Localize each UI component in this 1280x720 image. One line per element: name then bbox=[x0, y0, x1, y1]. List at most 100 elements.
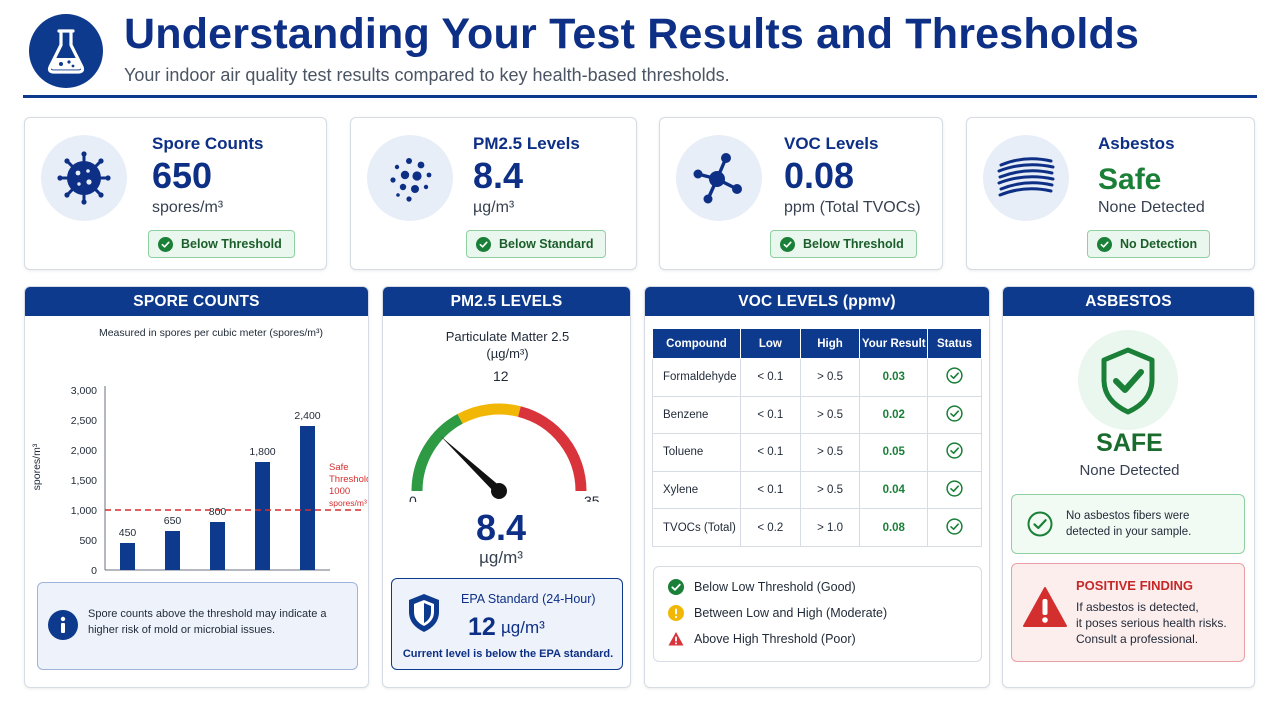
high-threshold-cell: > 0.5 bbox=[799, 470, 861, 510]
y-tick-label: 2,000 bbox=[71, 445, 97, 457]
column-header: Low bbox=[739, 328, 801, 359]
spore-icon bbox=[41, 135, 127, 221]
spore-counts-panel: SPORE COUNTS Measured in spores per cubi… bbox=[24, 286, 369, 688]
y-tick-label: 500 bbox=[79, 535, 97, 547]
bar bbox=[255, 462, 270, 570]
positive-finding-line: Consult a professional. bbox=[1076, 632, 1199, 646]
gauge-needle bbox=[440, 436, 502, 495]
epa-standard-title: EPA Standard (24-Hour) bbox=[461, 592, 596, 606]
asbestos-panel: ASBESTOS SAFE None Detected No asbestos … bbox=[1002, 286, 1255, 688]
positive-finding-line: If asbestos is detected, bbox=[1076, 600, 1199, 614]
page-title: Understanding Your Test Results and Thre… bbox=[124, 10, 1140, 58]
voc-table: Compound Low High Your Result Status For… bbox=[652, 328, 982, 547]
bar bbox=[120, 543, 135, 570]
low-threshold-cell: < 0.1 bbox=[739, 433, 801, 472]
status-badge: Below Threshold bbox=[770, 230, 917, 258]
y-tick-label: 1,000 bbox=[71, 505, 97, 517]
asbestos-note-line: detected in your sample. bbox=[1066, 526, 1192, 538]
bar bbox=[300, 426, 315, 570]
check-circle-icon bbox=[1027, 511, 1053, 542]
y-tick-label: 2,500 bbox=[71, 415, 97, 427]
legend-item-moderate: Between Low and High (Moderate) bbox=[668, 605, 887, 621]
status-badge-label: Below Standard bbox=[499, 237, 594, 251]
check-circle-icon bbox=[946, 480, 963, 497]
compound-cell: Benzene bbox=[652, 395, 741, 435]
shield-icon bbox=[406, 592, 442, 639]
flask-icon bbox=[29, 14, 103, 88]
result-cell: 0.08 bbox=[859, 508, 929, 547]
table-row: Benzene < 0.1 > 0.5 0.02 bbox=[652, 395, 982, 435]
check-circle-icon bbox=[780, 236, 795, 252]
high-threshold-cell: > 0.5 bbox=[799, 395, 861, 435]
gauge-unit: (µg/m³) bbox=[486, 346, 529, 361]
warning-triangle-icon bbox=[668, 631, 684, 647]
warning-triangle-icon bbox=[1022, 586, 1068, 633]
summary-card-spores: Spore Counts 650 spores/m³ Below Thresho… bbox=[24, 117, 327, 270]
bar-data-label: 800 bbox=[209, 506, 227, 518]
high-threshold-cell: > 0.5 bbox=[799, 358, 861, 397]
summary-unit: spores/m³ bbox=[152, 199, 224, 216]
gauge-segment-poor bbox=[517, 406, 587, 492]
result-cell: 0.03 bbox=[859, 358, 929, 397]
panel-heading: SPORE COUNTS bbox=[25, 287, 368, 316]
status-cell bbox=[927, 508, 982, 547]
status-cell bbox=[927, 395, 982, 435]
y-tick-label: 0 bbox=[91, 565, 97, 576]
check-circle-icon bbox=[668, 579, 684, 595]
exclamation-circle-icon bbox=[668, 605, 684, 621]
gauge-label-mid: 12 bbox=[493, 368, 509, 384]
low-threshold-cell: < 0.2 bbox=[739, 508, 801, 547]
summary-label: VOC Levels bbox=[784, 134, 879, 153]
header-divider bbox=[23, 95, 1257, 98]
page-subtitle: Your indoor air quality test results com… bbox=[124, 65, 730, 85]
legend-label: Between Low and High (Moderate) bbox=[694, 606, 888, 620]
summary-value: 650 bbox=[152, 155, 213, 196]
summary-value: 0.08 bbox=[784, 155, 855, 196]
epa-standard-note: Current level is below the EPA standard. bbox=[402, 648, 614, 660]
status-badge: No Detection bbox=[1087, 230, 1211, 258]
threshold-label-line: Threshold bbox=[329, 474, 369, 485]
asbestos-status: SAFE bbox=[1096, 429, 1163, 457]
summary-unit: None Detected bbox=[1098, 199, 1205, 216]
spore-info-box: Spore counts above the threshold may ind… bbox=[37, 582, 358, 670]
summary-unit: ppm (Total TVOCs) bbox=[784, 199, 921, 216]
summary-value: 8.4 bbox=[473, 155, 524, 196]
spore-bar-chart: Measured in spores per cubic meter (spor… bbox=[31, 327, 369, 576]
low-threshold-cell: < 0.1 bbox=[739, 358, 801, 397]
epa-standard-unit: µg/m³ bbox=[501, 618, 545, 637]
fibers-icon bbox=[983, 135, 1069, 221]
asbestos-note-box: No asbestos fibers were detected in your… bbox=[1011, 494, 1245, 554]
legend-label: Below Low Threshold (Good) bbox=[694, 580, 856, 594]
high-threshold-cell: > 0.5 bbox=[799, 433, 861, 472]
summary-label: PM2.5 Levels bbox=[473, 134, 580, 153]
high-threshold-cell: > 1.0 bbox=[799, 508, 861, 547]
panel-heading: PM2.5 LEVELS bbox=[383, 287, 630, 316]
check-circle-icon bbox=[946, 405, 963, 422]
column-header: Your Result bbox=[859, 328, 929, 359]
bar bbox=[165, 531, 180, 570]
positive-finding-title: POSITIVE FINDING bbox=[1076, 578, 1194, 593]
check-circle-icon bbox=[946, 367, 963, 384]
status-badge-label: Below Threshold bbox=[181, 237, 282, 251]
table-row: Formaldehyde < 0.1 > 0.5 0.03 bbox=[652, 358, 982, 397]
threshold-label: Safe Threshold 1000 spores/m³ bbox=[329, 462, 369, 508]
summary-unit: µg/m³ bbox=[473, 199, 515, 216]
compound-cell: Toluene bbox=[652, 433, 741, 472]
status-cell bbox=[927, 358, 982, 397]
bar-data-label: 1,800 bbox=[249, 446, 275, 458]
check-circle-icon bbox=[946, 518, 963, 535]
epa-standard-box: EPA Standard (24-Hour) 12 µg/m³ Current … bbox=[391, 578, 623, 670]
summary-card-pm25: PM2.5 Levels 8.4 µg/m³ Below Standard bbox=[350, 117, 637, 270]
summary-value: Safe bbox=[1098, 163, 1162, 196]
check-circle-icon bbox=[476, 236, 491, 252]
table-row: Xylene < 0.1 > 0.5 0.04 bbox=[652, 470, 982, 510]
check-circle-icon bbox=[946, 442, 963, 460]
status-cell bbox=[927, 470, 982, 510]
gauge-title: Particulate Matter 2.5 bbox=[445, 329, 570, 344]
status-badge: Below Threshold bbox=[148, 230, 295, 258]
threshold-label-line: Safe bbox=[329, 462, 349, 473]
asbestos-status-sub: None Detected bbox=[1079, 462, 1180, 479]
gauge-label-max: 35 bbox=[584, 493, 600, 502]
bar-data-label: 2,400 bbox=[294, 410, 320, 422]
legend-item-good: Below Low Threshold (Good) bbox=[668, 579, 856, 595]
